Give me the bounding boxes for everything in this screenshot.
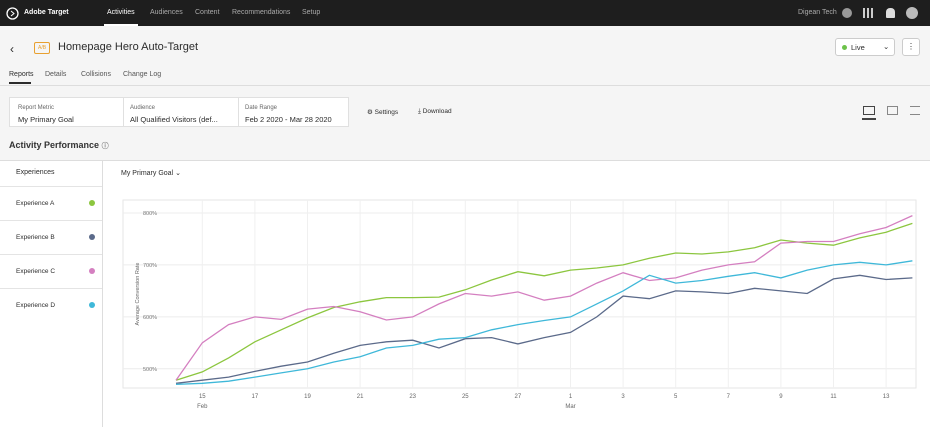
x-tick-label: 25 — [462, 394, 469, 400]
experiences-header: Experiences — [16, 169, 55, 176]
separator — [238, 98, 239, 126]
top-nav: Adobe Target Activities Audiences Conten… — [0, 0, 930, 26]
filter-label: Date Range — [245, 105, 278, 111]
x-tick-label: 27 — [515, 394, 522, 400]
x-tick-label: 15 — [199, 394, 206, 400]
y-tick-label: 500% — [143, 367, 157, 373]
download-button[interactable]: ⤓ Download — [418, 108, 452, 115]
status-text: Live — [851, 43, 865, 52]
series-line — [175, 222, 913, 381]
month-label: Mar — [565, 404, 575, 410]
badge: A/B — [34, 42, 51, 54]
view-icon[interactable] — [887, 106, 898, 115]
tab[interactable]: Details — [45, 71, 67, 78]
legend-swatch — [89, 302, 95, 308]
activity-title: Homepage Hero Auto-Target — [58, 41, 199, 53]
x-tick-label: 9 — [779, 394, 783, 400]
view-indicator — [862, 118, 876, 120]
separator — [123, 98, 124, 126]
legend-label: Experience C — [16, 268, 56, 275]
x-tick-label: 19 — [304, 394, 311, 400]
x-tick-label: 21 — [357, 394, 364, 400]
tab-indicator — [9, 82, 31, 84]
download-text: Download — [422, 108, 452, 115]
nav-item[interactable]: Recommendations — [232, 9, 291, 16]
filter-value[interactable]: Feb 2 2020 - Mar 28 2020 — [245, 115, 332, 124]
legend-label: Experience A — [16, 200, 55, 207]
view-icon[interactable] — [863, 106, 875, 115]
settings-button[interactable]: ⚙ Settings — [367, 109, 399, 116]
org-name[interactable]: Digean Tech — [798, 9, 837, 16]
help-icon[interactable] — [842, 8, 852, 18]
x-tick-label: 5 — [674, 394, 678, 400]
x-tick-label: 13 — [883, 394, 890, 400]
logo — [6, 7, 19, 20]
tab[interactable]: Change Log — [123, 71, 162, 78]
status-dropdown[interactable]: Live ⌄ — [835, 38, 895, 56]
y-tick-label: 600% — [143, 315, 157, 321]
metric-text: My Primary Goal — [121, 170, 174, 177]
experience-row[interactable]: Experience A — [0, 186, 102, 220]
x-tick-label: 7 — [727, 394, 731, 400]
plot-area — [122, 199, 917, 389]
back-button[interactable]: ‹ — [10, 42, 14, 56]
legend-swatch — [89, 268, 95, 274]
bell-icon[interactable] — [886, 8, 895, 18]
legend-swatch — [89, 234, 95, 240]
y-axis-label: Average Conversion Rate — [135, 263, 141, 326]
settings-text: Settings — [374, 109, 399, 116]
brand[interactable]: Adobe Target — [24, 9, 69, 16]
filter-bar: Report Metric My Primary Goal Audience A… — [9, 97, 349, 127]
section-title: Activity Performance ⓘ — [9, 140, 109, 150]
view-icon[interactable] — [910, 106, 920, 115]
apps-icon[interactable] — [863, 8, 873, 18]
avatar[interactable] — [906, 7, 918, 19]
x-tick-label: 17 — [252, 394, 259, 400]
x-tick-label: 3 — [621, 394, 625, 400]
legend-label: Experience B — [16, 234, 55, 241]
tab[interactable]: Reports — [9, 71, 34, 78]
x-tick-label: 23 — [409, 394, 416, 400]
nav-item[interactable]: Setup — [302, 9, 321, 16]
month-label: Feb — [197, 404, 208, 410]
more-button[interactable]: ⋮ — [902, 38, 920, 56]
status-dot — [842, 45, 847, 50]
x-tick-label: 1 — [569, 394, 573, 400]
filter-label: Report Metric — [18, 105, 55, 111]
experience-panel: Experiences Experience A Experience B Expe… — [0, 160, 103, 427]
experience-row[interactable]: Experience C — [0, 254, 102, 288]
nav-item[interactable]: Audiences — [150, 9, 183, 16]
section-title-text: Activity Performance — [9, 140, 100, 150]
series-line — [175, 274, 913, 384]
experience-row[interactable]: Experience D — [0, 288, 102, 322]
series-line — [175, 215, 913, 381]
nav-item[interactable]: Content — [195, 9, 220, 16]
y-tick-label: 800% — [143, 211, 157, 217]
x-tick-label: 11 — [830, 394, 837, 400]
filter-label: Audience — [130, 105, 156, 111]
filter-value[interactable]: My Primary Goal — [18, 115, 74, 124]
nav-item[interactable]: Activities — [107, 9, 135, 16]
legend-swatch — [89, 200, 95, 206]
metric-selector[interactable]: My Primary Goal ⌄ — [121, 170, 181, 177]
chevron: ⌄ — [883, 42, 890, 51]
legend-label: Experience D — [16, 302, 56, 309]
series-line — [175, 260, 913, 386]
experience-row[interactable]: Experience B — [0, 220, 102, 254]
active-indicator — [104, 24, 138, 26]
tab[interactable]: Collisions — [81, 71, 111, 78]
y-tick-label: 700% — [143, 263, 157, 269]
filter-value[interactable]: All Qualified Visitors (def... — [130, 115, 218, 124]
divider — [0, 85, 930, 86]
